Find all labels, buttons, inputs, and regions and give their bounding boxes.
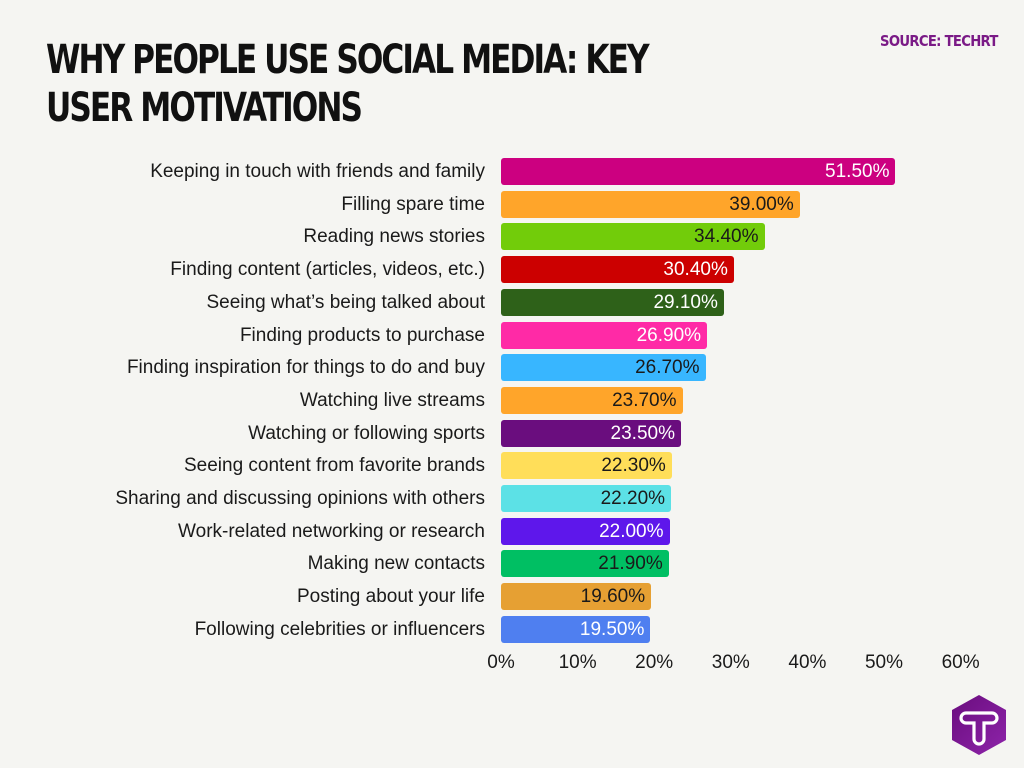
chart-row: Finding inspiration for things to do and… — [0, 354, 1024, 382]
category-label: Reading news stories — [303, 226, 485, 248]
chart-row: Filling spare time 39.00% — [0, 190, 1024, 218]
category-label: Seeing what’s being talked about — [206, 291, 485, 313]
bar: 26.90% — [501, 321, 708, 349]
category-label: Finding content (articles, videos, etc.) — [170, 259, 485, 281]
category-label: Finding inspiration for things to do and… — [126, 357, 485, 379]
x-axis-tick: 20% — [635, 652, 674, 673]
bar: 22.20% — [501, 485, 672, 512]
value-label: 23.50% — [610, 422, 675, 444]
x-axis-tick: 30% — [711, 652, 750, 673]
techrt-logo-icon — [952, 695, 1006, 755]
category-label: Work-related networking or research — [178, 520, 485, 542]
bar: 39.00% — [501, 190, 800, 218]
x-axis-tick: 40% — [788, 652, 827, 673]
chart-row: Seeing content from favorite brands 22.30… — [0, 452, 1024, 480]
bar: 30.40% — [501, 256, 734, 284]
chart-row: Finding products to purchase 26.90% — [0, 321, 1024, 349]
category-label: Watching or following sports — [248, 422, 485, 444]
bar: 21.90% — [501, 550, 669, 578]
bar: 29.10% — [501, 288, 724, 316]
value-label: 22.00% — [599, 520, 664, 542]
x-axis-tick: 0% — [487, 652, 515, 673]
chart-title: WHY PEOPLE USE SOCIAL MEDIA: KEY USER MO… — [46, 37, 650, 131]
value-label: 21.90% — [598, 553, 663, 575]
x-axis-tick: 50% — [864, 652, 904, 673]
value-label: 19.60% — [580, 586, 646, 608]
value-label: 29.10% — [653, 291, 718, 313]
value-label: 23.70% — [612, 389, 677, 411]
category-label: Filling spare time — [341, 193, 485, 215]
bar: 26.70% — [501, 354, 706, 382]
bar: 23.50% — [501, 419, 681, 447]
chart-row: Seeing what’s being talked about 29.10% — [0, 288, 1024, 316]
bar: 23.70% — [501, 386, 683, 414]
chart-row: Watching live streams 23.70% — [0, 386, 1024, 414]
value-label: 22.30% — [601, 455, 666, 477]
chart-row: Work-related networking or research 22.00… — [0, 517, 1024, 545]
value-label: 34.40% — [694, 226, 759, 248]
chart-row: Reading news stories 34.40% — [0, 223, 1024, 251]
x-axis-tick: 60% — [941, 652, 980, 673]
value-label: 30.40% — [663, 259, 728, 281]
chart-row: Following celebrities or influencers 19.5… — [0, 615, 1024, 643]
bar: 34.40% — [501, 223, 765, 251]
bar: 19.60% — [501, 583, 652, 611]
category-label: Posting about your life — [296, 586, 485, 608]
category-label: Sharing and discussing opinions with oth… — [115, 488, 485, 509]
x-axis-tick: 10% — [558, 652, 597, 673]
category-label: Finding products to purchase — [239, 324, 485, 346]
value-label: 26.90% — [636, 324, 702, 346]
chart-row: Sharing and discussing opinions with oth… — [0, 485, 1024, 512]
category-label: Keeping in touch with friends and family — [150, 161, 485, 182]
bar: 51.50% — [501, 158, 896, 185]
category-label: Making new contacts — [307, 553, 485, 575]
category-label: Following celebrities or influencers — [194, 618, 485, 640]
value-label: 22.20% — [600, 488, 666, 509]
chart-row: Posting about your life 19.60% — [0, 583, 1024, 611]
value-label: 51.50% — [825, 161, 890, 182]
chart-row: Watching or following sports 23.50% — [0, 419, 1024, 447]
value-label: 26.70% — [635, 357, 700, 379]
chart-row: Keeping in touch with friends and family… — [0, 158, 1024, 185]
chart-row: Finding content (articles, videos, etc.)… — [0, 256, 1024, 284]
value-label: 19.50% — [579, 618, 645, 640]
category-label: Seeing content from favorite brands — [183, 455, 485, 477]
category-label: Watching live streams — [299, 389, 485, 411]
chart-row: Making new contacts 21.90% — [0, 550, 1024, 578]
source-label: SOURCE: TECHRT — [880, 32, 998, 50]
bar: 22.00% — [501, 517, 670, 545]
bar: 22.30% — [501, 452, 672, 480]
value-label: 39.00% — [729, 193, 794, 215]
bar: 19.50% — [501, 615, 651, 643]
